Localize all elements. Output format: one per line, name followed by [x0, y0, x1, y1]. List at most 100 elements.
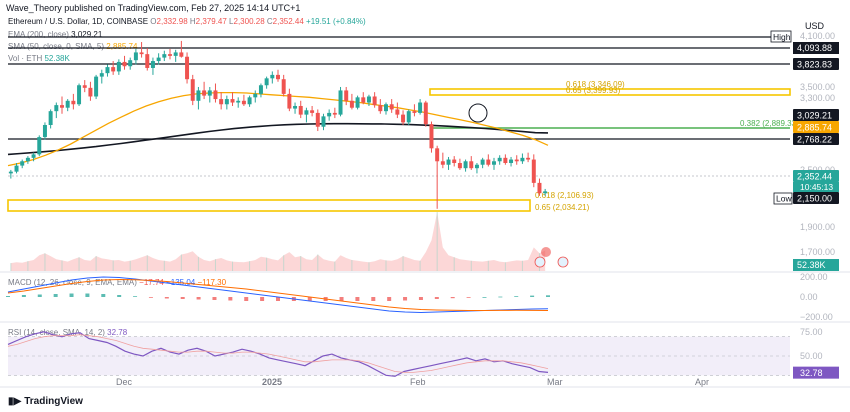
- candle-body: [349, 100, 354, 108]
- candle-body: [463, 161, 468, 169]
- volume-pane: [10, 212, 569, 271]
- candle-body: [406, 111, 411, 123]
- vol-axis-tag: 52.38K: [797, 260, 826, 270]
- candle-body: [469, 161, 474, 169]
- macd-histogram-bar: [450, 297, 455, 299]
- price-axis-label: 1,900.00: [800, 222, 835, 232]
- candle-body: [298, 105, 303, 115]
- high-tag: High: [773, 32, 791, 42]
- rsi-axis-tag: 32.78: [800, 368, 823, 378]
- price-tag-bg: [793, 170, 839, 182]
- volume-bar: [27, 261, 29, 271]
- macd-histogram-bar: [21, 295, 26, 297]
- macd-axis-label: −200.00: [800, 312, 833, 322]
- fib-zone-upper: [429, 88, 791, 96]
- candle-body: [435, 148, 440, 162]
- candle-body: [230, 99, 235, 103]
- macd-histogram-bar: [53, 294, 58, 297]
- rsi-tag-bg: [793, 366, 839, 379]
- fib-label: 0.618 (2,106.93): [535, 191, 594, 200]
- candle-body: [173, 52, 178, 56]
- fib-label: 0.618 (3,346.09): [566, 80, 625, 89]
- candle-body: [48, 111, 53, 125]
- change-value: +19.51 (+0.84%): [306, 17, 366, 26]
- h-label: H: [189, 17, 196, 26]
- symbol-label: Ethereum / U.S. Dollar, 1D, COINBASE: [8, 17, 149, 26]
- candle-body: [14, 165, 19, 172]
- volume-bar: [44, 253, 46, 271]
- macd-histogram-bar: [434, 297, 439, 299]
- volume-bar: [129, 260, 131, 271]
- macd-histogram-bar: [530, 295, 535, 297]
- macd-line: [7, 276, 549, 314]
- candle-body: [247, 97, 252, 105]
- candle-body: [207, 90, 212, 96]
- macd-histogram-bar: [482, 297, 487, 298]
- tradingview-logo: ▮▶ TradingView: [8, 396, 83, 407]
- candle-body: [128, 60, 133, 67]
- candle-body: [253, 93, 258, 98]
- candle-body: [418, 102, 423, 113]
- candle-body: [258, 85, 263, 94]
- volume-bar: [249, 261, 251, 271]
- price-pane: 0.618 (3,346.09)0.65 (3,399.93) 0.382 (2,…: [0, 36, 850, 388]
- candle-body: [162, 54, 167, 58]
- rsi-axis-label: 50.00: [800, 351, 823, 361]
- candle-body: [54, 105, 59, 112]
- price-axis-label: 3,500.00: [800, 82, 835, 92]
- candle-body: [236, 100, 241, 103]
- price-tag-bg: [793, 192, 839, 204]
- price-axis-label: 4,100.00: [800, 31, 835, 41]
- rsi-pane: [7, 331, 790, 377]
- volume-bar: [214, 259, 216, 271]
- candle-body: [372, 96, 377, 106]
- candle-body: [332, 112, 337, 115]
- candle-body: [179, 52, 184, 57]
- candle-body: [440, 161, 445, 165]
- macd-histogram-bar: [276, 297, 280, 301]
- macd-value-3: −117.30: [197, 278, 227, 287]
- high-tag-bg: [770, 30, 792, 43]
- price-axis: 4,100.00 3,823.83 3,500.003,300.00 3,029.21…: [770, 30, 839, 379]
- candle-body: [150, 61, 155, 68]
- fib-zone-lower: [7, 199, 531, 212]
- candle-body: [480, 159, 485, 165]
- time-axis-label: Feb: [410, 377, 426, 387]
- volume-bar: [368, 262, 370, 271]
- tv-logo-icon: ▮▶: [8, 396, 22, 407]
- rsi-line: [7, 331, 549, 377]
- sma-label: SMA (50, close, 0, SMA, 5): [8, 42, 105, 51]
- price-axis-label: 3,300.00: [800, 93, 835, 103]
- macd-histogram-bar: [101, 294, 106, 297]
- candle-body: [457, 163, 462, 169]
- currency-label: USD: [805, 21, 825, 31]
- volume-bar: [78, 257, 80, 271]
- candle-body: [486, 159, 491, 165]
- candle-body: [395, 109, 400, 115]
- candle-body: [190, 79, 195, 101]
- candle-body: [224, 99, 229, 105]
- fib-label: 0.65 (2,034.21): [535, 203, 590, 212]
- candle-body: [423, 102, 428, 125]
- candle-body: [514, 159, 519, 162]
- candle-body: [509, 159, 514, 164]
- flag-icon: [534, 256, 546, 268]
- macd-histogram-bar: [339, 297, 344, 301]
- macd-histogram-bar: [133, 296, 138, 297]
- vol-label: Vol · ETH: [8, 54, 43, 63]
- time-axis-label: 2025: [262, 377, 282, 387]
- candle-body: [168, 54, 172, 56]
- sma-value: 2,885.74: [106, 42, 138, 51]
- macd-histogram-bar: [69, 293, 74, 297]
- macd-histogram-bar: [387, 297, 392, 301]
- volume-bar: [487, 260, 489, 271]
- candle-body: [196, 90, 201, 101]
- macd-histogram-bar: [6, 296, 10, 297]
- candle-body: [452, 159, 457, 164]
- candle-body: [543, 191, 548, 194]
- candle-body: [77, 85, 82, 105]
- price-axis-tag: 3,823.83: [797, 60, 832, 70]
- candle-body: [503, 157, 508, 164]
- macd-histogram-bar: [244, 297, 249, 301]
